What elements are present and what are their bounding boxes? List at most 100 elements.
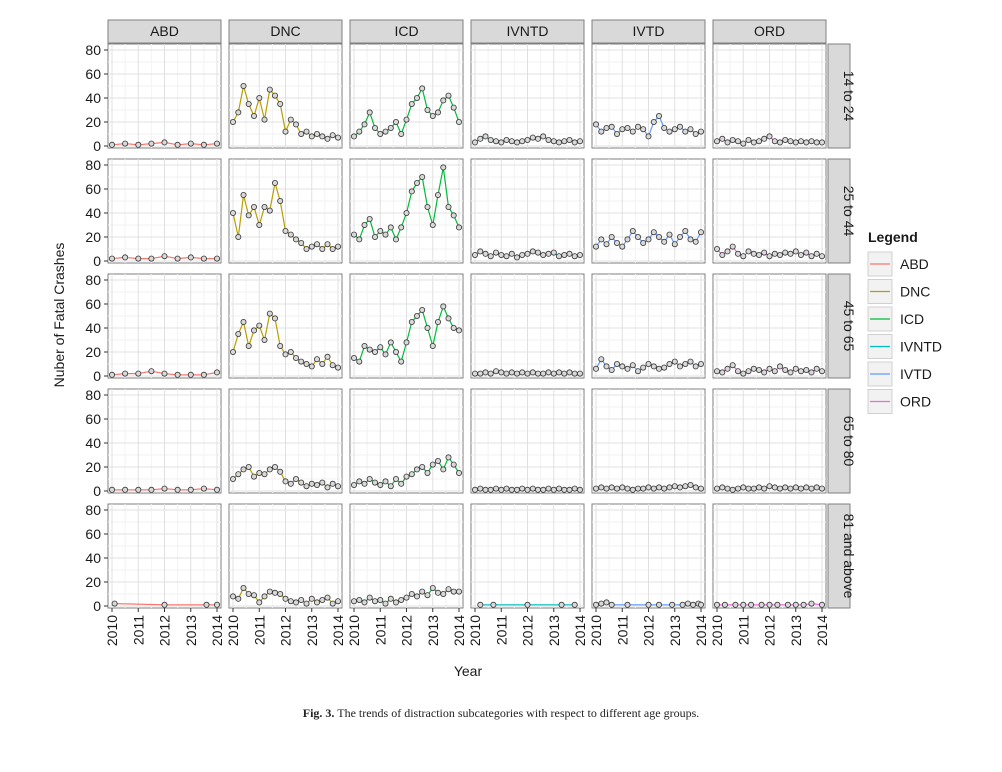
- data-point: [329, 245, 336, 252]
- data-point: [287, 480, 294, 487]
- data-point: [271, 463, 278, 470]
- data-point: [761, 249, 768, 256]
- data-point: [440, 164, 447, 171]
- data-point: [766, 483, 773, 490]
- data-point: [122, 370, 129, 377]
- data-point: [508, 486, 515, 493]
- data-point: [566, 250, 573, 257]
- data-point: [671, 241, 678, 248]
- panel-ivntd-25-to-44: [470, 158, 585, 264]
- data-point: [698, 128, 705, 135]
- data-point: [571, 601, 578, 608]
- panel-icd-14-to-24: [349, 43, 464, 149]
- panel-ord-14-to-24: [712, 43, 827, 149]
- data-point: [498, 369, 505, 376]
- data-point: [366, 109, 373, 116]
- data-point: [398, 358, 405, 365]
- data-point: [677, 123, 684, 130]
- data-point: [392, 599, 399, 606]
- data-point: [556, 369, 563, 376]
- data-point: [382, 351, 389, 358]
- facet-strip-abd: [107, 19, 222, 44]
- data-point: [200, 255, 207, 262]
- data-point: [298, 239, 305, 246]
- data-point: [445, 92, 452, 99]
- data-point: [766, 601, 773, 608]
- data-point: [319, 245, 326, 252]
- data-point: [282, 595, 289, 602]
- data-point: [377, 344, 384, 351]
- y-tick-label: 60: [85, 526, 101, 542]
- data-point: [524, 250, 531, 257]
- data-point: [377, 227, 384, 234]
- data-point: [745, 485, 752, 492]
- data-point: [329, 480, 336, 487]
- data-point: [750, 485, 757, 492]
- data-point: [661, 125, 668, 132]
- panel-ivtd-81-and-above: [591, 503, 706, 609]
- data-point: [366, 346, 373, 353]
- data-point: [545, 485, 552, 492]
- data-point: [540, 251, 547, 258]
- facet-strip-65-to-80: [827, 388, 851, 494]
- data-point: [735, 138, 742, 145]
- data-point: [148, 368, 155, 375]
- data-point: [471, 139, 478, 146]
- x-tick-label: 2011: [614, 615, 630, 645]
- data-point: [645, 133, 652, 140]
- data-point: [740, 601, 747, 608]
- data-point: [756, 484, 763, 491]
- data-point: [266, 86, 273, 93]
- data-point: [656, 484, 663, 491]
- panel-icd-65-to-80: [349, 388, 464, 494]
- data-point: [571, 485, 578, 492]
- data-point: [161, 601, 168, 608]
- data-point: [122, 254, 129, 261]
- data-point: [498, 139, 505, 146]
- x-tick-label: 2011: [493, 615, 509, 645]
- data-point: [782, 484, 789, 491]
- data-point: [629, 227, 636, 234]
- data-point: [455, 327, 462, 334]
- data-point: [424, 203, 431, 210]
- data-point: [777, 363, 784, 370]
- data-point: [298, 130, 305, 137]
- data-point: [561, 370, 568, 377]
- data-point: [324, 353, 331, 360]
- data-point: [387, 224, 394, 231]
- series-abd-14-to-24: [109, 139, 220, 148]
- y-tick-label: 0: [93, 598, 101, 614]
- data-point: [324, 594, 331, 601]
- data-point: [187, 486, 194, 493]
- data-point: [477, 370, 484, 377]
- faceted-line-chart: ABD DNC ICD IVNTD IVTD ORD 14 to 24 25 to 44 45 …: [51, 19, 942, 679]
- data-point: [784, 601, 791, 608]
- data-point: [313, 241, 320, 248]
- data-point: [640, 126, 647, 133]
- data-point: [429, 113, 436, 120]
- data-point: [109, 141, 116, 148]
- data-point: [440, 591, 447, 598]
- data-point: [135, 141, 142, 148]
- x-tick-label: 2012: [762, 615, 778, 646]
- data-point: [256, 599, 263, 606]
- data-point: [792, 601, 799, 608]
- data-point: [440, 466, 447, 473]
- data-point: [187, 254, 194, 261]
- data-point: [450, 212, 457, 219]
- series-dnc-14-to-24: [229, 83, 341, 142]
- data-point: [266, 588, 273, 595]
- data-point: [303, 360, 310, 367]
- data-point: [614, 239, 621, 246]
- panel-dnc-25-to-44: [228, 158, 343, 264]
- data-point: [577, 486, 584, 493]
- legend-title: Legend: [868, 229, 918, 245]
- data-point: [577, 370, 584, 377]
- data-point: [235, 330, 242, 337]
- x-tick-label: 2013: [788, 615, 804, 646]
- series-abd-45-to-65: [109, 368, 220, 378]
- y-tick-label: 40: [85, 90, 101, 106]
- data-point: [440, 303, 447, 310]
- data-point: [519, 369, 526, 376]
- data-point: [303, 128, 310, 135]
